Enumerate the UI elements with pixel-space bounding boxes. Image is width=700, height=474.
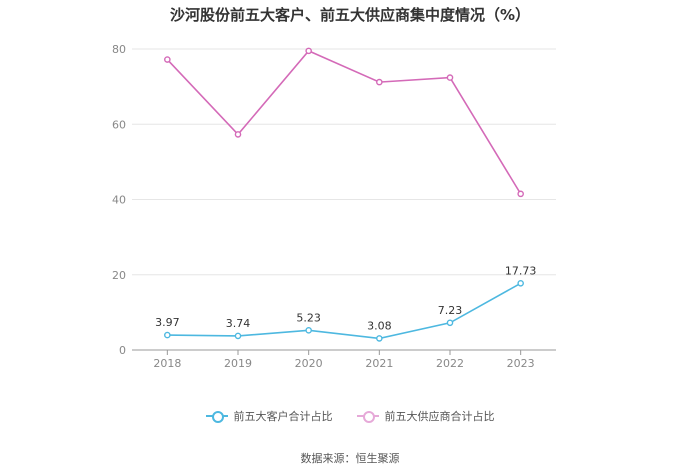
- series-line-1: [166, 49, 522, 195]
- series-0-point-2023: [517, 279, 524, 287]
- x-tick-label-2018: 2018: [153, 357, 181, 370]
- data-label-2023: 17.73: [505, 264, 537, 277]
- series-1-point-2021: [376, 78, 383, 86]
- series-1-point-2020: [305, 47, 312, 55]
- legend-swatch-customers: [205, 410, 228, 423]
- data-label-2018: 3.97: [155, 316, 180, 329]
- legend-swatch-suppliers: [356, 410, 379, 423]
- y-tick-label-80: 80: [112, 43, 126, 56]
- series-0-point-2020: [305, 327, 312, 334]
- series-1-point-2022: [446, 74, 454, 81]
- y-tick-label-0: 0: [119, 344, 126, 357]
- data-label-2022: 7.23: [438, 304, 463, 317]
- legend-item-customers[interactable]: 前五大客户合计占比: [205, 408, 333, 424]
- legend-item-suppliers[interactable]: 前五大供应商合计占比: [356, 408, 495, 424]
- data-label-2019: 3.74: [226, 317, 251, 330]
- x-tick-label-2019: 2019: [224, 357, 252, 370]
- series-0-point-2021: [376, 335, 383, 342]
- x-tick-label-2020: 2020: [295, 357, 323, 370]
- data-source: 数据来源：恒生聚源: [300, 452, 400, 465]
- legend-label-suppliers: 前五大供应商合计占比: [384, 410, 495, 423]
- y-tick-label-40: 40: [112, 194, 126, 207]
- series-1-point-2019: [234, 131, 242, 138]
- series-0-point-2022: [446, 319, 454, 327]
- data-label-2021: 3.08: [367, 319, 392, 332]
- x-tick-label-2023: 2023: [507, 357, 535, 370]
- y-tick-label-60: 60: [112, 118, 126, 131]
- series-0-point-2018: [164, 331, 171, 339]
- series-1-point-2018: [164, 56, 171, 63]
- series-1-point-2023: [517, 190, 524, 198]
- x-tick-label-2022: 2022: [436, 357, 464, 370]
- data-label-2020: 5.23: [296, 311, 321, 324]
- series-0-point-2019: [234, 332, 242, 340]
- x-tick-label-2021: 2021: [365, 357, 393, 370]
- chart-legend: 前五大客户合计占比 前五大供应商合计占比: [0, 408, 700, 424]
- series-line-0: [167, 282, 522, 340]
- chart-title: 沙河股份前五大客户、前五大供应商集中度情况（%）: [169, 6, 531, 24]
- y-tick-label-20: 20: [112, 269, 126, 282]
- legend-label-customers: 前五大客户合计占比: [233, 410, 333, 423]
